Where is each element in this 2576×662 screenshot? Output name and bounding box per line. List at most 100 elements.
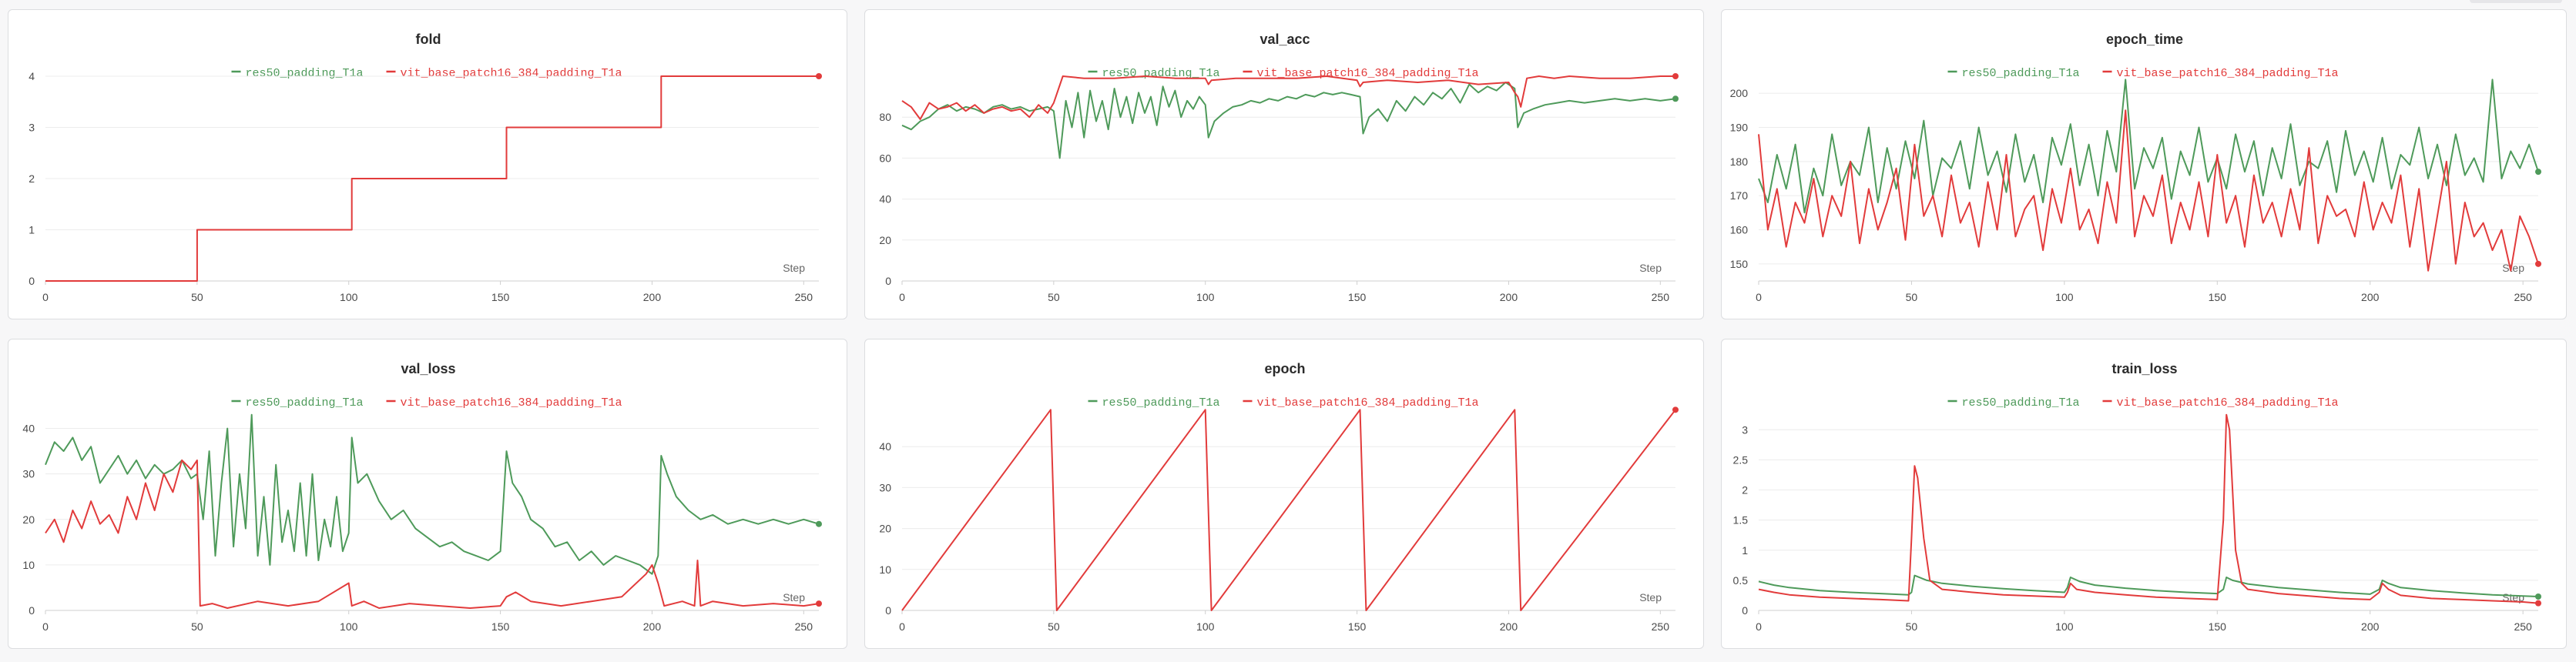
x-tick-label: 200 bbox=[1500, 620, 1518, 633]
x-tick-label: 200 bbox=[2361, 291, 2380, 303]
x-tick-label: 100 bbox=[2055, 291, 2074, 303]
y-tick-label: 1 bbox=[29, 224, 35, 236]
chart-title-train-loss: train_loss bbox=[2111, 361, 2177, 376]
legend: res50_padding_T1a vit_base_patch16_384_pa… bbox=[1947, 396, 2339, 410]
y-tick-label: 3 bbox=[1742, 423, 1748, 436]
y-tick-label: 80 bbox=[879, 111, 891, 123]
x-tick-label: 100 bbox=[1196, 620, 1215, 633]
x-tick-label: 150 bbox=[2209, 620, 2227, 633]
legend: res50_padding_T1a vit_base_patch16_384_pa… bbox=[1947, 67, 2339, 80]
y-tick-label: 170 bbox=[1730, 189, 1749, 202]
legend-label-res50-padding-t1a: res50_padding_T1a bbox=[246, 67, 364, 80]
x-axis-step-label: Step bbox=[1639, 591, 1662, 603]
y-tick-label: 180 bbox=[1730, 155, 1749, 168]
y-tick-label: 0 bbox=[1742, 604, 1748, 617]
legend-label-res50-padding-t1a: res50_padding_T1a bbox=[1102, 396, 1220, 410]
legend-label-res50-padding-t1a: res50_padding_T1a bbox=[246, 396, 364, 410]
y-tick-label: 1.5 bbox=[1733, 514, 1749, 527]
series-end-point-vit-base-patch16-384-padding-t1a bbox=[2535, 260, 2541, 267]
x-tick-label: 150 bbox=[491, 620, 510, 633]
y-tick-label: 20 bbox=[879, 523, 891, 535]
y-tick-label: 2 bbox=[29, 172, 35, 185]
x-tick-label: 0 bbox=[1756, 291, 1762, 303]
y-tick-label: 30 bbox=[879, 481, 891, 493]
x-tick-label: 200 bbox=[643, 620, 662, 633]
series-end-point-vit-base-patch16-384-padding-t1a bbox=[816, 73, 822, 79]
chart-svg-fold: fold res50_padding_T1a vit_base_patch16_38… bbox=[29, 32, 822, 303]
x-tick-label: 100 bbox=[1196, 291, 1215, 303]
series-line-vit-base-patch16-384-padding-t1a bbox=[45, 459, 820, 609]
x-axis-step-label: Step bbox=[2502, 262, 2524, 274]
series-line-res50-padding-t1a bbox=[1758, 574, 2539, 597]
x-tick-label: 150 bbox=[491, 291, 510, 303]
x-axis-step-label: Step bbox=[1639, 262, 1662, 274]
y-tick-label: 20 bbox=[879, 234, 891, 246]
chart-svg-val-loss: val_loss res50_padding_T1a vit_base_patch1… bbox=[22, 361, 822, 633]
x-tick-label: 250 bbox=[2514, 620, 2532, 633]
x-tick-label: 50 bbox=[191, 620, 203, 633]
x-tick-label: 100 bbox=[340, 291, 358, 303]
x-tick-label: 0 bbox=[899, 620, 905, 633]
series-line-vit-base-patch16-384-padding-t1a bbox=[45, 75, 819, 282]
y-tick-label: 10 bbox=[879, 563, 891, 576]
x-tick-label: 50 bbox=[1048, 620, 1060, 633]
legend-label-vit-base-patch16-384-padding-t1a: vit_base_patch16_384_padding_T1a bbox=[2117, 67, 2339, 80]
series-line-vit-base-patch16-384-padding-t1a bbox=[901, 409, 1676, 611]
chart-panel-epoch-time: epoch_time res50_padding_T1a vit_base_patc… bbox=[1721, 9, 2567, 319]
y-tick-label: 0.5 bbox=[1733, 574, 1749, 587]
y-tick-label: 2 bbox=[1742, 484, 1748, 496]
x-tick-label: 250 bbox=[2514, 291, 2532, 303]
series-line-res50-padding-t1a bbox=[1758, 79, 2539, 214]
chart-svg-train-loss: train_loss res50_padding_T1a vit_base_patc… bbox=[1733, 361, 2541, 633]
legend: res50_padding_T1a vit_base_patch16_384_pa… bbox=[231, 67, 622, 80]
y-tick-label: 160 bbox=[1730, 224, 1749, 236]
x-tick-label: 200 bbox=[643, 291, 662, 303]
y-tick-label: 40 bbox=[22, 423, 35, 435]
chart-panel-val-acc: val_acc res50_padding_T1a vit_base_patch16… bbox=[864, 9, 1704, 319]
x-axis-step-label: Step bbox=[783, 591, 805, 603]
series-end-point-vit-base-patch16-384-padding-t1a bbox=[2535, 600, 2541, 607]
y-tick-label: 200 bbox=[1730, 87, 1749, 99]
x-tick-label: 100 bbox=[2055, 620, 2074, 633]
x-tick-label: 0 bbox=[42, 620, 49, 633]
series-line-res50-padding-t1a bbox=[45, 413, 820, 575]
y-tick-label: 20 bbox=[22, 513, 35, 526]
series-line-res50-padding-t1a bbox=[901, 82, 1676, 159]
x-tick-label: 50 bbox=[191, 291, 203, 303]
y-tick-label: 150 bbox=[1730, 258, 1749, 270]
x-tick-label: 250 bbox=[1652, 620, 1670, 633]
corner-tab bbox=[2470, 0, 2562, 3]
x-axis-step-label: Step bbox=[783, 262, 805, 274]
y-tick-label: 0 bbox=[29, 275, 35, 287]
chart-panel-fold: fold res50_padding_T1a vit_base_patch16_38… bbox=[8, 9, 847, 319]
legend: res50_padding_T1a vit_base_patch16_384_pa… bbox=[231, 396, 622, 410]
legend-label-res50-padding-t1a: res50_padding_T1a bbox=[1962, 396, 2080, 410]
x-tick-label: 250 bbox=[1652, 291, 1670, 303]
y-tick-label: 0 bbox=[885, 275, 891, 287]
x-tick-label: 250 bbox=[795, 620, 813, 633]
chart-title-epoch: epoch bbox=[1264, 361, 1305, 376]
series-line-vit-base-patch16-384-padding-t1a bbox=[901, 75, 1675, 120]
y-tick-label: 4 bbox=[29, 70, 35, 82]
y-tick-label: 10 bbox=[22, 559, 35, 571]
y-tick-label: 190 bbox=[1730, 122, 1749, 134]
chart-title-epoch-time: epoch_time bbox=[2106, 32, 2183, 47]
chart-svg-epoch: epoch res50_padding_T1a vit_base_patch16_3… bbox=[879, 361, 1679, 633]
x-tick-label: 0 bbox=[899, 291, 905, 303]
x-tick-label: 200 bbox=[2361, 620, 2380, 633]
series-end-point-vit-base-patch16-384-padding-t1a bbox=[1672, 406, 1679, 413]
x-tick-label: 200 bbox=[1500, 291, 1518, 303]
x-tick-label: 50 bbox=[1906, 291, 1918, 303]
chart-panel-train-loss: train_loss res50_padding_T1a vit_base_patc… bbox=[1721, 339, 2567, 649]
y-tick-label: 2.5 bbox=[1733, 453, 1749, 466]
chart-panel-epoch: epoch res50_padding_T1a vit_base_patch16_3… bbox=[864, 339, 1704, 649]
legend-label-vit-base-patch16-384-padding-t1a: vit_base_patch16_384_padding_T1a bbox=[2117, 396, 2339, 410]
chart-title-val-acc: val_acc bbox=[1259, 32, 1310, 47]
x-tick-label: 0 bbox=[1756, 620, 1762, 633]
chart-title-fold: fold bbox=[416, 32, 441, 47]
series-line-vit-base-patch16-384-padding-t1a bbox=[1758, 109, 2539, 272]
y-tick-label: 40 bbox=[879, 193, 891, 206]
legend-label-vit-base-patch16-384-padding-t1a: vit_base_patch16_384_padding_T1a bbox=[1257, 396, 1479, 410]
series-end-point-res50-padding-t1a bbox=[2535, 169, 2541, 176]
